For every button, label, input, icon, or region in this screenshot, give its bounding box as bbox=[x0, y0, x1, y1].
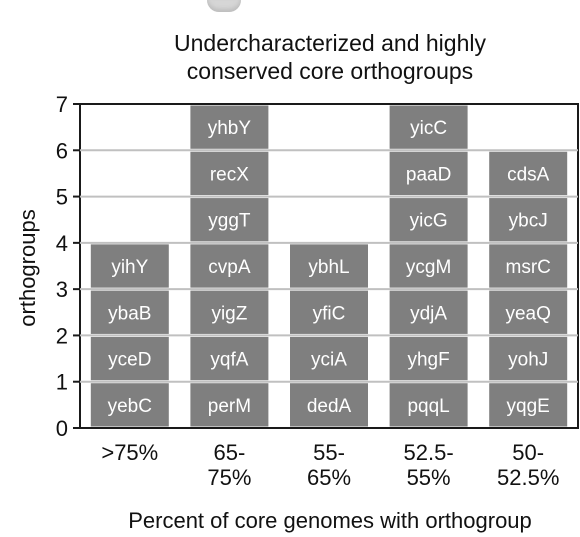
x-tick-label: 55% bbox=[407, 465, 451, 490]
bar-segment bbox=[489, 198, 568, 242]
gene-label: perM bbox=[208, 396, 251, 417]
bar-segment bbox=[489, 151, 568, 196]
chart-title-line-2: conserved core orthogroups bbox=[186, 58, 474, 84]
chart-title-line-1: Undercharacterized and highly bbox=[174, 30, 486, 56]
bar-segment bbox=[290, 336, 368, 381]
x-tick-label: 55- bbox=[313, 440, 345, 465]
bar-segment bbox=[190, 290, 269, 334]
gene-label: ybhL bbox=[308, 257, 349, 278]
gene-label: cdsA bbox=[507, 164, 550, 185]
gene-label: yciA bbox=[311, 350, 347, 371]
bar-segment bbox=[190, 151, 269, 196]
gene-label: yebC bbox=[108, 396, 152, 417]
y-tick-label: 0 bbox=[56, 416, 68, 441]
y-tick-label: 5 bbox=[56, 185, 68, 210]
bar-segment bbox=[389, 198, 468, 242]
y-tick-label: 6 bbox=[56, 138, 68, 163]
gene-label: yicG bbox=[410, 211, 448, 232]
gene-label: ycgM bbox=[406, 257, 451, 278]
gene-label: pqqL bbox=[407, 396, 449, 417]
gene-label: yicC bbox=[410, 118, 447, 139]
bar-segment bbox=[389, 244, 468, 288]
x-tick-label: 50- bbox=[512, 440, 544, 465]
gene-label: ybaB bbox=[108, 303, 151, 324]
gene-label: yceD bbox=[108, 350, 151, 371]
bar-segment bbox=[489, 383, 568, 427]
y-tick-label: 4 bbox=[56, 231, 68, 256]
bar-segment bbox=[389, 383, 468, 427]
gene-label: msrC bbox=[506, 257, 551, 278]
bar-segment bbox=[190, 244, 269, 288]
x-tick-label: 52.5- bbox=[404, 440, 454, 465]
x-tick-label: 65- bbox=[214, 440, 246, 465]
x-tick-label: >75% bbox=[101, 440, 158, 465]
gene-label: yeaQ bbox=[505, 303, 550, 324]
gene-label: yigZ bbox=[211, 303, 247, 324]
gene-label: recX bbox=[210, 164, 249, 185]
bar-segment bbox=[389, 290, 468, 334]
bar-segment bbox=[90, 383, 169, 427]
y-tick-label: 2 bbox=[56, 323, 68, 348]
bar-segment bbox=[489, 290, 568, 334]
gene-label: paaD bbox=[406, 164, 451, 185]
gene-label: ybcJ bbox=[509, 211, 548, 232]
gene-label: yqfA bbox=[210, 350, 248, 371]
gene-label: yfiC bbox=[313, 303, 346, 324]
bar-segment bbox=[90, 244, 169, 288]
y-tick-label: 1 bbox=[56, 370, 68, 395]
gene-label: yohJ bbox=[508, 350, 548, 371]
bar-segment bbox=[389, 105, 468, 149]
gene-label: yhgF bbox=[407, 350, 449, 371]
bar-segment bbox=[90, 336, 169, 381]
bar-segment bbox=[290, 290, 368, 334]
gene-label: cvpA bbox=[208, 257, 251, 278]
bar-segment bbox=[190, 336, 269, 381]
gene-label: yggT bbox=[208, 211, 251, 232]
gene-label: yihY bbox=[111, 257, 148, 278]
bar-segment bbox=[290, 383, 368, 427]
gene-label: yhbY bbox=[208, 118, 252, 139]
bar-segment bbox=[489, 336, 568, 381]
x-tick-label: 52.5% bbox=[497, 465, 559, 490]
bar-segment bbox=[190, 383, 269, 427]
bar-segment bbox=[290, 244, 368, 288]
bar-segment bbox=[90, 290, 169, 334]
gene-label: ydjA bbox=[410, 303, 447, 324]
bar-segment bbox=[389, 151, 468, 196]
bar-segment bbox=[190, 105, 269, 149]
bar-segment bbox=[389, 336, 468, 381]
bar-segment bbox=[489, 244, 568, 288]
y-axis-label: orthogroups bbox=[15, 209, 40, 327]
bar-segment bbox=[190, 198, 269, 242]
gene-label: dedA bbox=[307, 396, 352, 417]
molecule-graphic bbox=[207, 0, 241, 12]
y-tick-label: 3 bbox=[56, 277, 68, 302]
x-tick-label: 75% bbox=[207, 465, 251, 490]
y-tick-label: 7 bbox=[56, 92, 68, 117]
x-tick-label: 65% bbox=[307, 465, 351, 490]
gene-label: yqgE bbox=[507, 396, 550, 417]
x-axis-label: Percent of core genomes with orthogroup bbox=[128, 508, 532, 533]
